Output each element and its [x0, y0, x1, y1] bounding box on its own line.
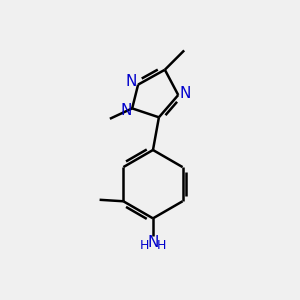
- Text: H: H: [140, 238, 149, 252]
- Text: H: H: [157, 238, 166, 252]
- Text: N: N: [121, 103, 132, 118]
- Text: N: N: [179, 86, 190, 101]
- Text: N: N: [126, 74, 137, 89]
- Text: N: N: [147, 235, 159, 250]
